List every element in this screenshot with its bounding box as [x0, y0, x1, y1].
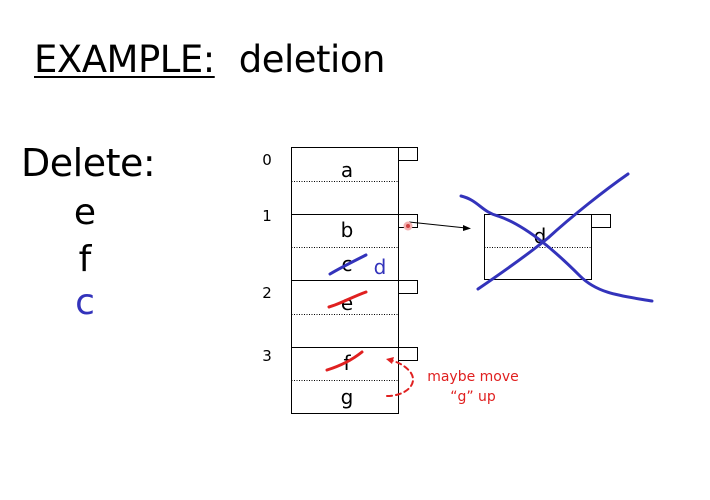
- bucket-index-2: 2: [262, 284, 272, 302]
- cross-out-stroke-2: [476, 172, 630, 291]
- entry-a: a: [341, 158, 353, 182]
- arrowhead-icon: [386, 357, 394, 364]
- title-text: deletion: [238, 38, 386, 81]
- title-prefix: EXAMPLE:: [34, 38, 215, 81]
- annotation-d: d: [374, 255, 387, 279]
- delete-item-e: e: [73, 192, 97, 233]
- bucket-index-1: 1: [262, 207, 272, 225]
- arrowhead-icon: [463, 225, 471, 231]
- bucket-index-0: 0: [262, 151, 272, 169]
- move-up-arrow: [386, 359, 414, 397]
- entry-g: g: [341, 385, 354, 409]
- note-line-1: maybe move: [427, 369, 519, 385]
- slide-title: EXAMPLE: deletion: [34, 38, 385, 82]
- note-line-2: “g” up: [450, 389, 496, 405]
- entry-b: b: [341, 218, 354, 242]
- cross-out-stroke-1: [459, 194, 654, 303]
- bucket-index-3: 3: [262, 347, 272, 365]
- delete-heading: Delete:: [21, 141, 156, 185]
- strike-c-mark: [328, 253, 368, 276]
- overflow-pointer-box: [398, 280, 418, 294]
- overflow-pointer-box: [591, 214, 611, 228]
- overflow-pointer-box: [398, 347, 418, 361]
- overflow-pointer-box: [398, 147, 418, 161]
- delete-item-c: c: [75, 282, 95, 323]
- pointer-origin-dot-center: [406, 224, 410, 228]
- pointer-arrow: [408, 221, 467, 229]
- strike-f-mark: [325, 350, 364, 372]
- delete-item-f: f: [78, 239, 92, 280]
- strike-e-mark: [327, 290, 368, 309]
